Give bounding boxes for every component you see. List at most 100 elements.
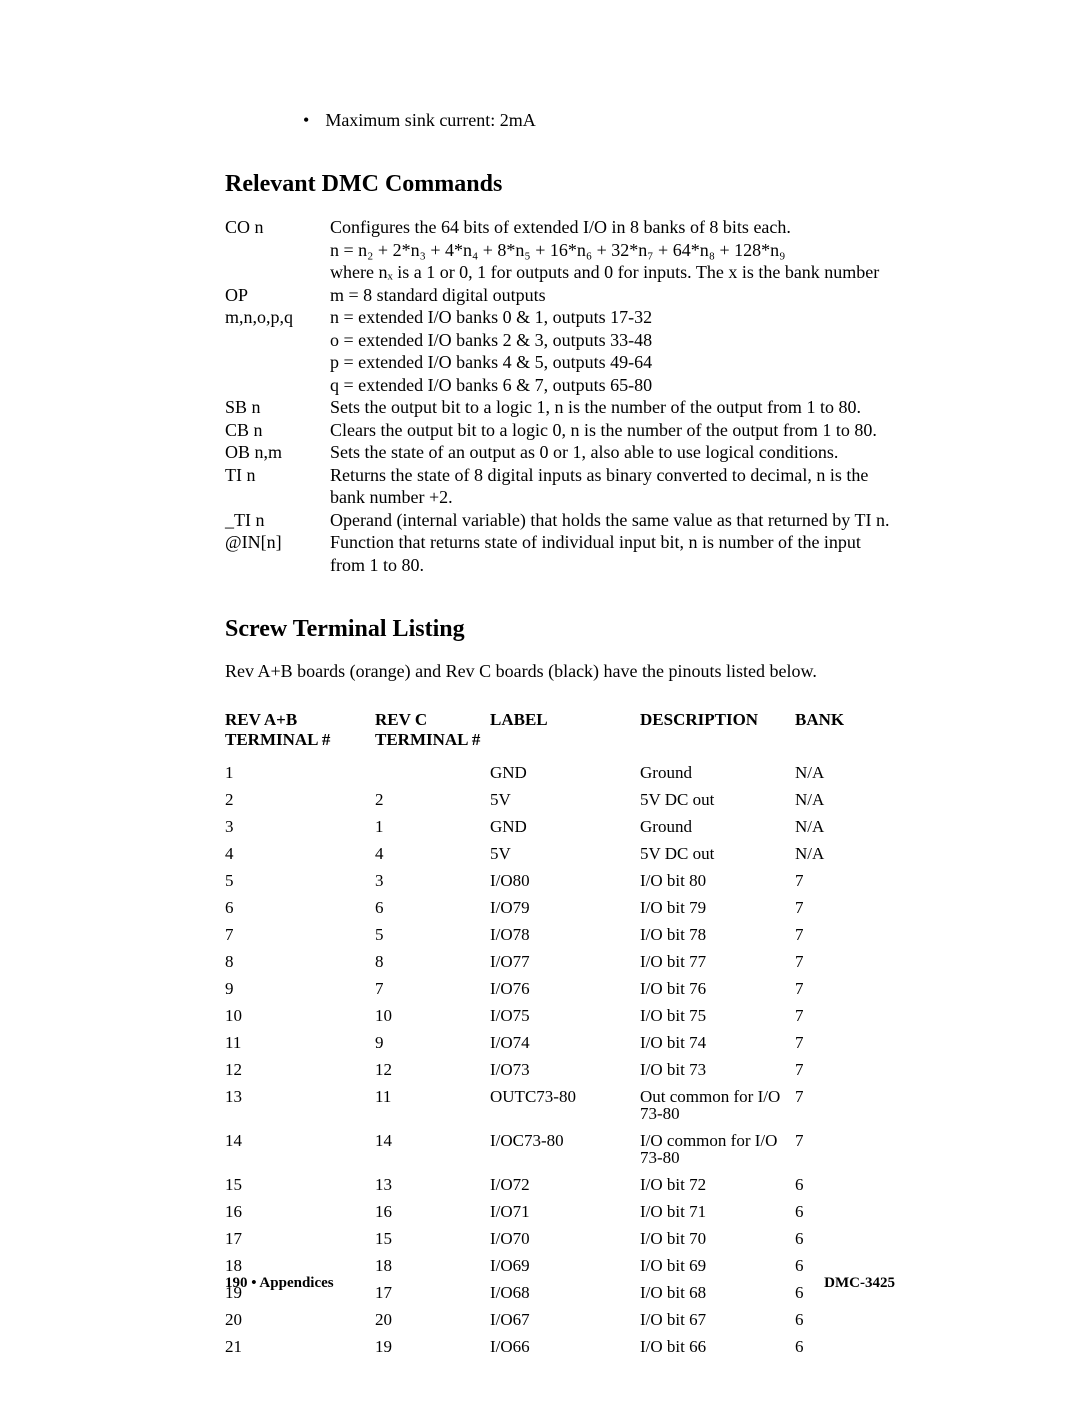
table-cell: I/O74 [490,1034,640,1051]
table-row: 1513I/O72I/O bit 726 [225,1171,895,1198]
table-cell: 2 [225,791,375,808]
table-cell: I/O common for I/O 73-80 [640,1132,795,1166]
table-row: 119I/O74I/O bit 747 [225,1029,895,1056]
table-cell: 11 [375,1088,490,1122]
table-cell: I/O bit 67 [640,1311,795,1328]
command-row: CO nConfigures the 64 bits of extended I… [225,216,895,239]
table-cell: I/O bit 74 [640,1034,795,1051]
col-header-rev-ab: REV A+B TERMINAL # [225,710,375,749]
commands-table: CO nConfigures the 64 bits of extended I… [225,216,895,576]
table-cell: 5 [225,872,375,889]
command-name: TI n [225,464,330,487]
table-cell: I/O73 [490,1061,640,1078]
section-heading-commands: Relevant DMC Commands [225,171,895,198]
command-name: _TI n [225,509,330,532]
table-row: 88I/O77I/O bit 777 [225,948,895,975]
table-row: 2119I/O66I/O bit 666 [225,1333,895,1360]
table-cell: 14 [225,1132,375,1166]
table-cell: 6 [795,1311,865,1328]
table-cell: I/O bit 70 [640,1230,795,1247]
table-row: 1715I/O70I/O bit 706 [225,1225,895,1252]
command-name: CO n [225,216,330,239]
table-cell: 6 [795,1338,865,1355]
command-row: o = extended I/O banks 2 & 3, outputs 33… [225,329,895,352]
table-cell: 5V DC out [640,791,795,808]
table-cell: 13 [375,1176,490,1193]
table-cell: 7 [795,980,865,997]
command-row: where nₓ is a 1 or 0, 1 for outputs and … [225,261,895,284]
footer-left: 190 • Appendices [225,1275,334,1292]
page-footer: 190 • Appendices DMC-3425 [225,1275,895,1292]
command-row: TI nReturns the state of 8 digital input… [225,464,895,509]
command-row: @IN[n]Function that returns state of ind… [225,531,895,576]
command-description: Operand (internal variable) that holds t… [330,509,895,532]
table-cell: 7 [795,1088,865,1122]
table-cell: Ground [640,818,795,835]
command-row: n = n₂ + 2*n₃ + 4*n₄ + 8*n₅ + 16*n₆ + 32… [225,239,895,262]
table-row: 97I/O76I/O bit 767 [225,975,895,1002]
command-row: SB nSets the output bit to a logic 1, n … [225,396,895,419]
table-row: 75I/O78I/O bit 787 [225,921,895,948]
command-description: Clears the output bit to a logic 0, n is… [330,419,895,442]
table-row: 1414I/OC73-80I/O common for I/O 73-807 [225,1127,895,1171]
table-cell: 10 [225,1007,375,1024]
table-cell: 21 [225,1338,375,1355]
bullet-text: Maximum sink current: 2mA [325,110,535,131]
command-row: CB nClears the output bit to a logic 0, … [225,419,895,442]
table-cell: 7 [375,980,490,997]
table-cell: Ground [640,764,795,781]
table-cell: I/O bit 77 [640,953,795,970]
table-cell: 14 [375,1132,490,1166]
table-cell: 5 [375,926,490,943]
table-cell: 11 [225,1034,375,1051]
table-cell: 7 [795,953,865,970]
footer-right: DMC-3425 [824,1275,895,1292]
table-cell: 7 [795,1034,865,1051]
table-cell: I/O bit 78 [640,926,795,943]
table-cell: 15 [225,1176,375,1193]
command-description: n = n₂ + 2*n₃ + 4*n₄ + 8*n₅ + 16*n₆ + 32… [330,239,895,262]
table-cell: 8 [225,953,375,970]
table-cell: I/O71 [490,1203,640,1220]
table-cell: I/O76 [490,980,640,997]
table-cell: 20 [225,1311,375,1328]
table-cell: I/O69 [490,1257,640,1274]
table-cell: 6 [795,1230,865,1247]
table-cell: 13 [225,1088,375,1122]
table-cell: 5V [490,791,640,808]
table-row: 2020I/O67I/O bit 676 [225,1306,895,1333]
table-cell: GND [490,818,640,835]
table-cell: Out common for I/O 73-80 [640,1088,795,1122]
command-description: p = extended I/O banks 4 & 5, outputs 49… [330,351,895,374]
table-cell: 7 [795,899,865,916]
command-row: q = extended I/O banks 6 & 7, outputs 65… [225,374,895,397]
table-cell: 12 [225,1061,375,1078]
col-header-bank: BANK [795,710,865,730]
table-cell: 6 [795,1203,865,1220]
bullet-list: • Maximum sink current: 2mA [303,110,895,131]
command-description: Sets the state of an output as 0 or 1, a… [330,441,895,464]
col-header-label: LABEL [490,710,640,730]
table-cell: I/O bit 73 [640,1061,795,1078]
table-cell: 7 [795,1007,865,1024]
table-row: 1GNDGroundN/A [225,759,895,786]
command-description: q = extended I/O banks 6 & 7, outputs 65… [330,374,895,397]
bullet-icon: • [303,111,309,129]
table-cell: 16 [225,1203,375,1220]
table-cell: I/O75 [490,1007,640,1024]
table-cell: 6 [225,899,375,916]
command-name: SB n [225,396,330,419]
table-cell: I/O bit 75 [640,1007,795,1024]
table-cell: 8 [375,953,490,970]
table-cell: I/O79 [490,899,640,916]
command-description: Function that returns state of individua… [330,531,895,576]
table-cell: 18 [375,1257,490,1274]
table-row: 31GNDGroundN/A [225,813,895,840]
table-cell: 7 [795,1061,865,1078]
col-header-rev-c: REV C TERMINAL # [375,710,490,749]
table-row: 1616I/O71I/O bit 716 [225,1198,895,1225]
table-cell: I/O bit 69 [640,1257,795,1274]
table-cell: I/OC73-80 [490,1132,640,1166]
table-cell: I/O bit 66 [640,1338,795,1355]
command-row: OPm = 8 standard digital outputs [225,284,895,307]
